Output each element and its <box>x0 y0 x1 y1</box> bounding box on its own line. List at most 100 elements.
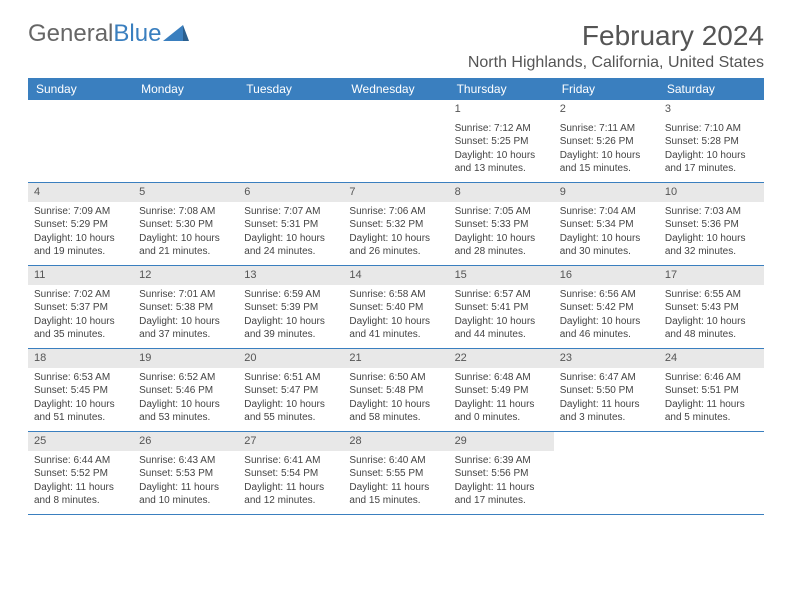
day-number: 27 <box>238 432 343 451</box>
day-daylight1: Daylight: 11 hours <box>34 481 127 495</box>
day-daylight2: and 44 minutes. <box>455 328 548 342</box>
day-daylight2: and 12 minutes. <box>244 494 337 508</box>
week-row: 25Sunrise: 6:44 AMSunset: 5:52 PMDayligh… <box>28 432 764 515</box>
day-number: 26 <box>133 432 238 451</box>
day-cell: 24Sunrise: 6:46 AMSunset: 5:51 PMDayligh… <box>659 349 764 431</box>
day-daylight1: Daylight: 11 hours <box>665 398 758 412</box>
day-daylight1: Daylight: 11 hours <box>244 481 337 495</box>
day-cell: 20Sunrise: 6:51 AMSunset: 5:47 PMDayligh… <box>238 349 343 431</box>
day-cell: 23Sunrise: 6:47 AMSunset: 5:50 PMDayligh… <box>554 349 659 431</box>
day-cell: 8Sunrise: 7:05 AMSunset: 5:33 PMDaylight… <box>449 183 554 265</box>
day-daylight2: and 17 minutes. <box>665 162 758 176</box>
brand-part2: Blue <box>113 20 161 48</box>
calendar-grid: Sunday Monday Tuesday Wednesday Thursday… <box>28 78 764 515</box>
weeks-container: 1Sunrise: 7:12 AMSunset: 5:25 PMDaylight… <box>28 100 764 515</box>
day-daylight1: Daylight: 10 hours <box>349 315 442 329</box>
day-sunrise: Sunrise: 6:44 AM <box>34 454 127 468</box>
day-cell: 4Sunrise: 7:09 AMSunset: 5:29 PMDaylight… <box>28 183 133 265</box>
day-sunrise: Sunrise: 7:04 AM <box>560 205 653 219</box>
day-daylight1: Daylight: 10 hours <box>244 232 337 246</box>
day-daylight1: Daylight: 11 hours <box>349 481 442 495</box>
day-daylight1: Daylight: 10 hours <box>455 149 548 163</box>
day-sunrise: Sunrise: 6:51 AM <box>244 371 337 385</box>
day-cell <box>554 432 659 514</box>
day-number: 10 <box>659 183 764 202</box>
day-cell: 29Sunrise: 6:39 AMSunset: 5:56 PMDayligh… <box>449 432 554 514</box>
day-cell: 13Sunrise: 6:59 AMSunset: 5:39 PMDayligh… <box>238 266 343 348</box>
day-sunrise: Sunrise: 7:06 AM <box>349 205 442 219</box>
day-daylight2: and 19 minutes. <box>34 245 127 259</box>
day-number: 6 <box>238 183 343 202</box>
day-sunset: Sunset: 5:30 PM <box>139 218 232 232</box>
day-sunset: Sunset: 5:56 PM <box>455 467 548 481</box>
day-cell: 26Sunrise: 6:43 AMSunset: 5:53 PMDayligh… <box>133 432 238 514</box>
day-daylight1: Daylight: 11 hours <box>139 481 232 495</box>
day-sunrise: Sunrise: 7:05 AM <box>455 205 548 219</box>
day-sunrise: Sunrise: 6:55 AM <box>665 288 758 302</box>
day-cell: 25 Sunrise: 6:44 AMSunset: 5:52 PMDayligh… <box>28 432 133 514</box>
day-header-row: Sunday Monday Tuesday Wednesday Thursday… <box>28 78 764 100</box>
day-daylight2: and 46 minutes. <box>560 328 653 342</box>
day-number: 16 <box>554 266 659 285</box>
day-sunset: Sunset: 5:49 PM <box>455 384 548 398</box>
brand-part1: General <box>28 20 113 48</box>
day-number: 25 <box>28 432 133 451</box>
day-daylight1: Daylight: 10 hours <box>665 315 758 329</box>
day-daylight2: and 5 minutes. <box>665 411 758 425</box>
day-number: 1 <box>449 100 554 119</box>
day-daylight2: and 51 minutes. <box>34 411 127 425</box>
day-number: 19 <box>133 349 238 368</box>
day-daylight2: and 13 minutes. <box>455 162 548 176</box>
day-header: Friday <box>554 78 659 100</box>
day-daylight1: Daylight: 10 hours <box>34 398 127 412</box>
day-cell <box>659 432 764 514</box>
day-sunrise: Sunrise: 7:08 AM <box>139 205 232 219</box>
day-sunset: Sunset: 5:40 PM <box>349 301 442 315</box>
day-cell: 11Sunrise: 7:02 AMSunset: 5:37 PMDayligh… <box>28 266 133 348</box>
day-sunrise: Sunrise: 7:10 AM <box>665 122 758 136</box>
day-sunset: Sunset: 5:45 PM <box>34 384 127 398</box>
day-header: Wednesday <box>343 78 448 100</box>
day-sunset: Sunset: 5:52 PM <box>34 467 127 481</box>
day-number: 4 <box>28 183 133 202</box>
day-daylight1: Daylight: 10 hours <box>34 232 127 246</box>
day-sunset: Sunset: 5:34 PM <box>560 218 653 232</box>
day-cell: 28Sunrise: 6:40 AMSunset: 5:55 PMDayligh… <box>343 432 448 514</box>
day-cell <box>133 100 238 182</box>
day-daylight1: Daylight: 10 hours <box>139 315 232 329</box>
day-cell: 21Sunrise: 6:50 AMSunset: 5:48 PMDayligh… <box>343 349 448 431</box>
day-sunrise: Sunrise: 6:47 AM <box>560 371 653 385</box>
day-daylight2: and 21 minutes. <box>139 245 232 259</box>
day-cell: 1Sunrise: 7:12 AMSunset: 5:25 PMDaylight… <box>449 100 554 182</box>
day-daylight2: and 39 minutes. <box>244 328 337 342</box>
day-number: 17 <box>659 266 764 285</box>
day-cell: 18Sunrise: 6:53 AMSunset: 5:45 PMDayligh… <box>28 349 133 431</box>
day-cell: 22Sunrise: 6:48 AMSunset: 5:49 PMDayligh… <box>449 349 554 431</box>
day-sunset: Sunset: 5:39 PM <box>244 301 337 315</box>
day-cell: 7Sunrise: 7:06 AMSunset: 5:32 PMDaylight… <box>343 183 448 265</box>
day-sunrise: Sunrise: 6:56 AM <box>560 288 653 302</box>
day-number: 12 <box>133 266 238 285</box>
day-daylight2: and 58 minutes. <box>349 411 442 425</box>
day-daylight1: Daylight: 10 hours <box>665 232 758 246</box>
day-daylight1: Daylight: 10 hours <box>560 149 653 163</box>
day-cell <box>343 100 448 182</box>
day-cell: 2Sunrise: 7:11 AMSunset: 5:26 PMDaylight… <box>554 100 659 182</box>
day-cell: 5Sunrise: 7:08 AMSunset: 5:30 PMDaylight… <box>133 183 238 265</box>
day-sunset: Sunset: 5:36 PM <box>665 218 758 232</box>
day-sunrise: Sunrise: 6:41 AM <box>244 454 337 468</box>
day-cell: 6Sunrise: 7:07 AMSunset: 5:31 PMDaylight… <box>238 183 343 265</box>
day-sunset: Sunset: 5:42 PM <box>560 301 653 315</box>
triangle-icon <box>163 20 189 48</box>
day-cell <box>28 100 133 182</box>
day-daylight1: Daylight: 10 hours <box>455 315 548 329</box>
day-daylight1: Daylight: 10 hours <box>455 232 548 246</box>
day-daylight1: Daylight: 10 hours <box>349 232 442 246</box>
day-daylight1: Daylight: 10 hours <box>349 398 442 412</box>
day-daylight2: and 37 minutes. <box>139 328 232 342</box>
day-cell: 17Sunrise: 6:55 AMSunset: 5:43 PMDayligh… <box>659 266 764 348</box>
day-sunset: Sunset: 5:38 PM <box>139 301 232 315</box>
day-number: 22 <box>449 349 554 368</box>
day-daylight1: Daylight: 11 hours <box>560 398 653 412</box>
day-daylight2: and 15 minutes. <box>560 162 653 176</box>
